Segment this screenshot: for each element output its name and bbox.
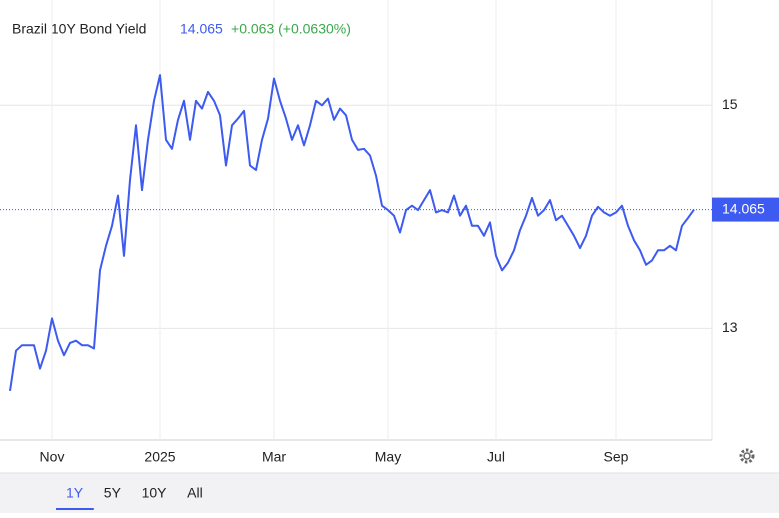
line xyxy=(9,74,695,392)
range-button[interactable]: 10Y xyxy=(142,485,168,501)
range-button[interactable]: 1Y xyxy=(66,485,84,501)
range-underline xyxy=(56,508,94,510)
x-tick-label: Jul xyxy=(487,449,505,465)
settings-icon[interactable] xyxy=(739,448,755,464)
last-value-box xyxy=(712,197,779,222)
x-tick-label: Mar xyxy=(262,449,286,465)
x-tick-label: Sep xyxy=(604,449,629,465)
last-value-label: 14.065 xyxy=(722,200,765,216)
range-bar xyxy=(0,473,779,513)
chart-title: Brazil 10Y Bond Yield xyxy=(12,21,146,37)
x-tick-label: 2025 xyxy=(144,449,175,465)
range-button[interactable]: All xyxy=(187,485,203,501)
x-tick-label: May xyxy=(375,449,401,465)
range-button[interactable]: 5Y xyxy=(104,485,122,501)
y-tick-label: 15 xyxy=(722,96,738,112)
x-tick-label: Nov xyxy=(40,449,65,465)
header-change: +0.063 (+0.0630%) xyxy=(231,21,351,37)
y-tick-label: 13 xyxy=(722,319,738,335)
header-value: 14.065 xyxy=(180,21,223,37)
